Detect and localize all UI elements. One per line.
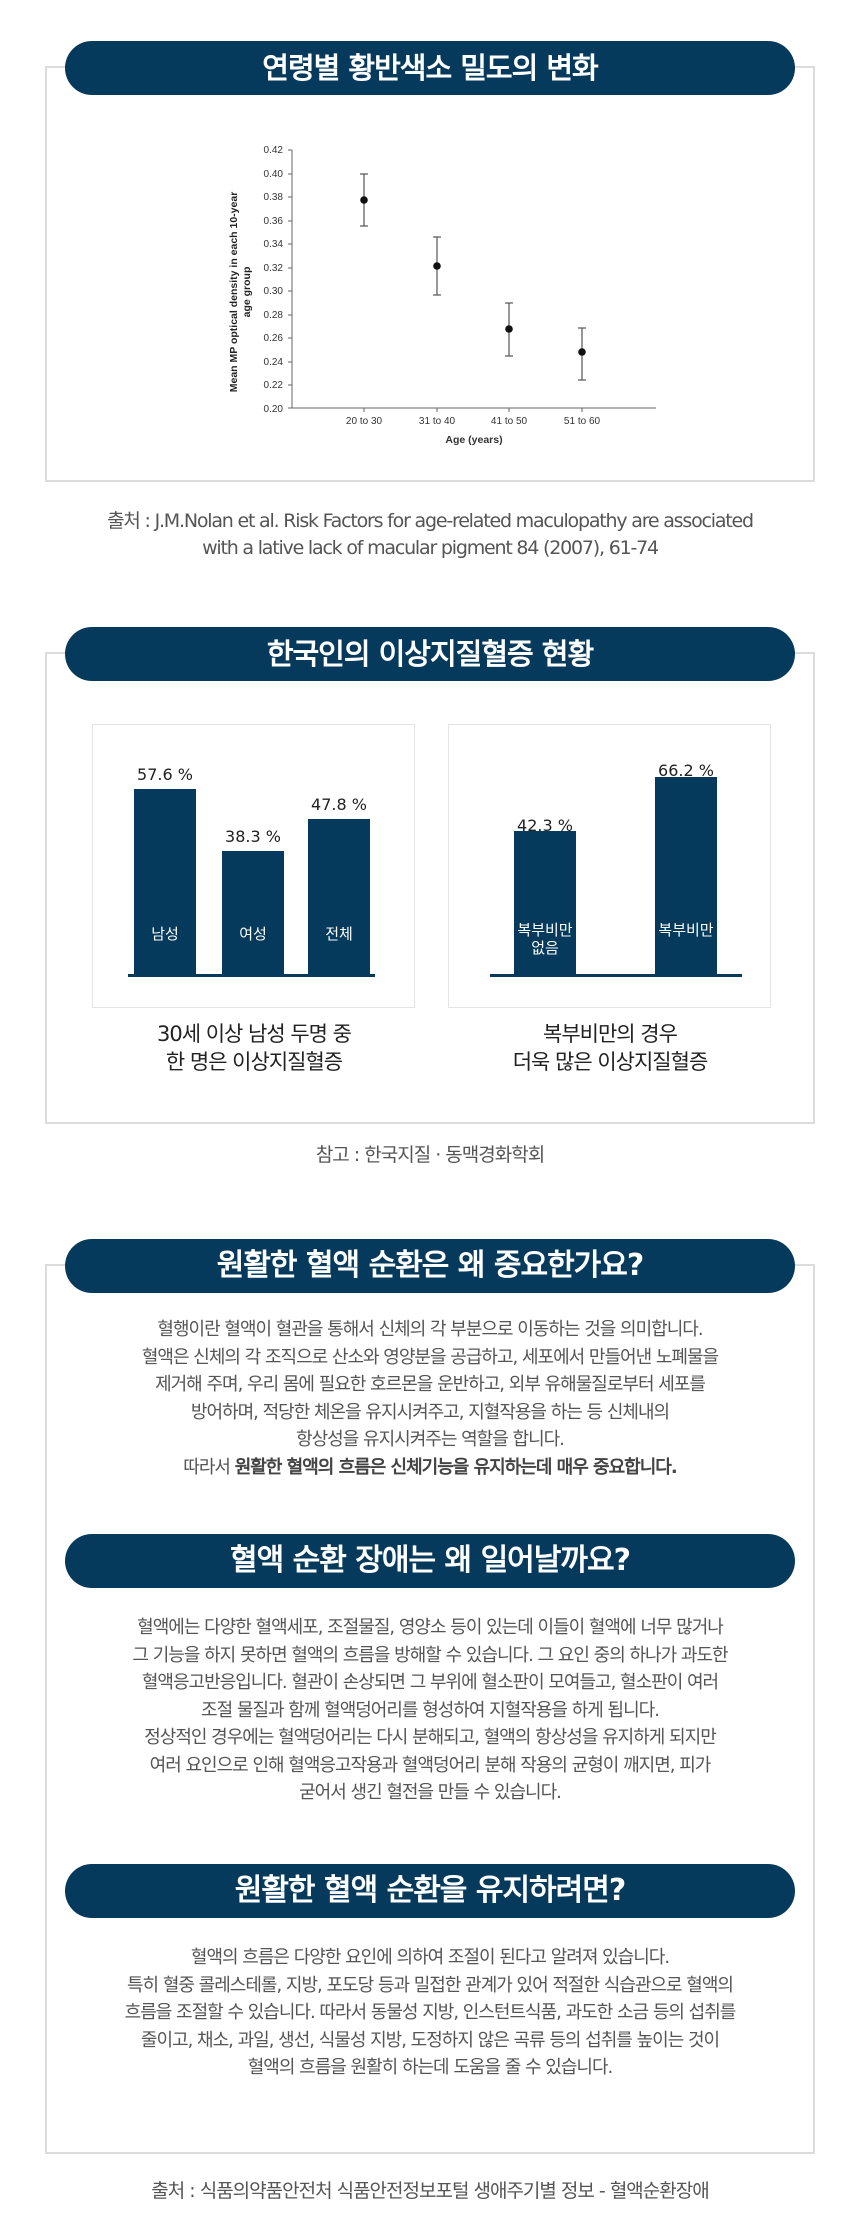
bar-label-no-obesity: 복부비만 없음 (517, 921, 573, 957)
svg-text:41 to 50: 41 to 50 (491, 416, 528, 427)
abdominal-obesity-bar-chart: 42.3 % 복부비만 없음 66.2 % 복부비만 (448, 724, 771, 1008)
bar-value-no-obesity: 42.3 % (517, 816, 573, 835)
bar-no-obesity (514, 831, 576, 976)
svg-text:0.20: 0.20 (264, 404, 284, 415)
svg-text:0.26: 0.26 (264, 333, 284, 344)
section-title-dyslipidemia: 한국인의 이상지질혈증 현황 (65, 627, 795, 681)
y-axis-label: Mean MP optical density in each 10-year (228, 192, 240, 393)
svg-text:0.22: 0.22 (264, 380, 284, 391)
bar-value-male: 57.6 % (137, 765, 193, 784)
section-title-why-important: 원활한 혈액 순환은 왜 중요한가요? (65, 1239, 795, 1293)
svg-text:0.28: 0.28 (264, 310, 284, 321)
x-axis-line (128, 974, 375, 977)
section-title-mp-density: 연령별 황반색소 밀도의 변화 (65, 41, 795, 95)
svg-text:0.36: 0.36 (264, 216, 284, 227)
section-title-why-disorder: 혈액 순환 장애는 왜 일어날까요? (65, 1534, 795, 1588)
reference-note: 참고 : 한국지질 · 동맥경화학회 (315, 1144, 545, 1166)
source-citation-1: 출처 : J.M.Nolan et al. Risk Factors for a… (107, 510, 754, 559)
bar-obesity (655, 777, 717, 976)
svg-text:0.42: 0.42 (264, 145, 284, 156)
caption-obesity-chart: 복부비만의 경우 더욱 많은 이상지질혈증 (512, 1022, 709, 1074)
svg-text:0.34: 0.34 (264, 239, 284, 250)
svg-text:31 to 40: 31 to 40 (419, 416, 456, 427)
bar-label-total: 전체 (325, 925, 353, 943)
bar-value-female: 38.3 % (225, 827, 281, 846)
bar-label-obesity: 복부비만 (658, 921, 714, 939)
svg-text:51 to 60: 51 to 60 (564, 416, 601, 427)
svg-text:0.40: 0.40 (264, 169, 284, 180)
svg-text:0.38: 0.38 (264, 192, 284, 203)
bar-label-female: 여성 (239, 925, 267, 943)
paragraph-why-disorder: 혈액에는 다양한 혈액세포, 조절물질, 영양소 등이 있는데 이들이 혈액에 … (132, 1617, 728, 1803)
svg-text:0.30: 0.30 (264, 286, 284, 297)
mp-density-chart: Mean MP optical density in each 10-year … (228, 140, 668, 460)
bar-label-male: 남성 (151, 925, 179, 943)
gender-bar-chart: 57.6 % 남성 38.3 % 여성 47.8 % 전체 (92, 724, 415, 1008)
source-citation-3: 출처 : 식품의약품안전처 식품안전정보포털 생애주기별 정보 - 혈액순환장애 (151, 2180, 709, 2202)
blood-circulation-panel (45, 1264, 815, 2154)
bar-value-total: 47.8 % (311, 795, 367, 814)
bar-value-obesity: 66.2 % (658, 761, 714, 780)
bar-male (134, 789, 196, 976)
bar-female (222, 851, 284, 976)
x-axis-line (490, 974, 742, 977)
mp-density-panel (45, 66, 815, 482)
caption-gender-chart: 30세 이상 남성 두명 중 한 명은 이상지질혈증 (157, 1022, 352, 1074)
svg-text:0.24: 0.24 (264, 357, 284, 368)
svg-text:0.32: 0.32 (264, 263, 284, 274)
paragraph-how-maintain: 혈액의 흐름은 다양한 요인에 의하여 조절이 된다고 알려져 있습니다. 특히… (124, 1947, 737, 2078)
svg-text:age group: age group (241, 267, 253, 318)
emphasis-text: 원활한 혈액의 흐름은 신체기능을 유지하는데 매우 중요합니다. (234, 1456, 678, 1478)
section-title-how-maintain: 원활한 혈액 순환을 유지하려면? (65, 1864, 795, 1918)
paragraph-why-important: 혈행이란 혈액이 혈관을 통해서 신체의 각 부분으로 이동하는 것을 의미합니… (141, 1319, 719, 1478)
svg-text:20 to 30: 20 to 30 (346, 416, 383, 427)
svg-text:Age (years): Age (years) (445, 434, 502, 446)
bar-total (308, 819, 370, 976)
